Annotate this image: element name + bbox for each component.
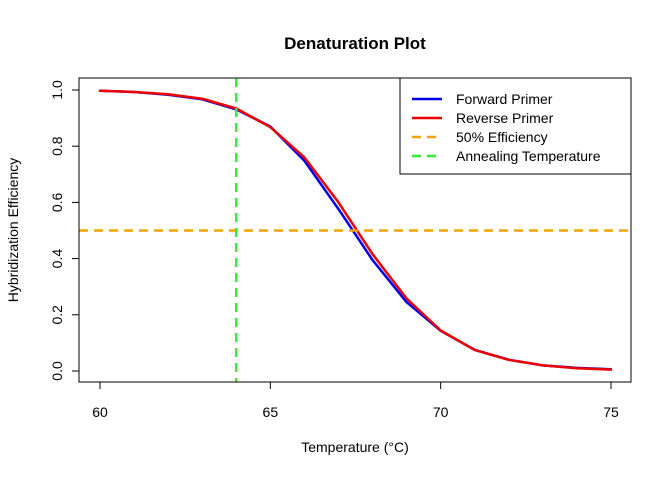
legend-label-forward-primer: Forward Primer xyxy=(456,91,553,107)
y-tick-label: 0.4 xyxy=(49,249,65,269)
y-tick-label: 0.2 xyxy=(49,305,65,325)
x-tick-label: 60 xyxy=(92,404,108,420)
y-tick-label: 1.0 xyxy=(49,80,65,100)
y-tick-label: 0.8 xyxy=(49,136,65,156)
y-axis-label: Hybridization Efficiency xyxy=(5,158,21,302)
x-axis: 60 65 70 75 xyxy=(92,381,619,420)
legend-label-reverse-primer: Reverse Primer xyxy=(456,110,554,126)
series-layer xyxy=(98,89,613,371)
x-axis-label: Temperature (°C) xyxy=(301,439,409,455)
x-tick-label: 75 xyxy=(603,404,619,420)
legend-frame xyxy=(399,77,632,175)
y-tick-label: 0.0 xyxy=(49,361,65,381)
y-tick-label: 0.6 xyxy=(49,192,65,212)
x-tick-label: 70 xyxy=(433,404,449,420)
legend-label-annealing-temperature: Annealing Temperature xyxy=(456,148,601,164)
legend: Forward Primer Reverse Primer 50% Efficien… xyxy=(399,77,632,175)
y-axis: 0.0 0.2 0.4 0.6 0.8 1.0 xyxy=(49,80,80,381)
reference-line-layer xyxy=(79,78,631,382)
x-tick-label: 65 xyxy=(263,404,279,420)
chart-title: Denaturation Plot xyxy=(284,34,426,53)
series-line-reverse-primer xyxy=(98,89,613,371)
legend-label-50-efficiency: 50% Efficiency xyxy=(456,129,548,145)
